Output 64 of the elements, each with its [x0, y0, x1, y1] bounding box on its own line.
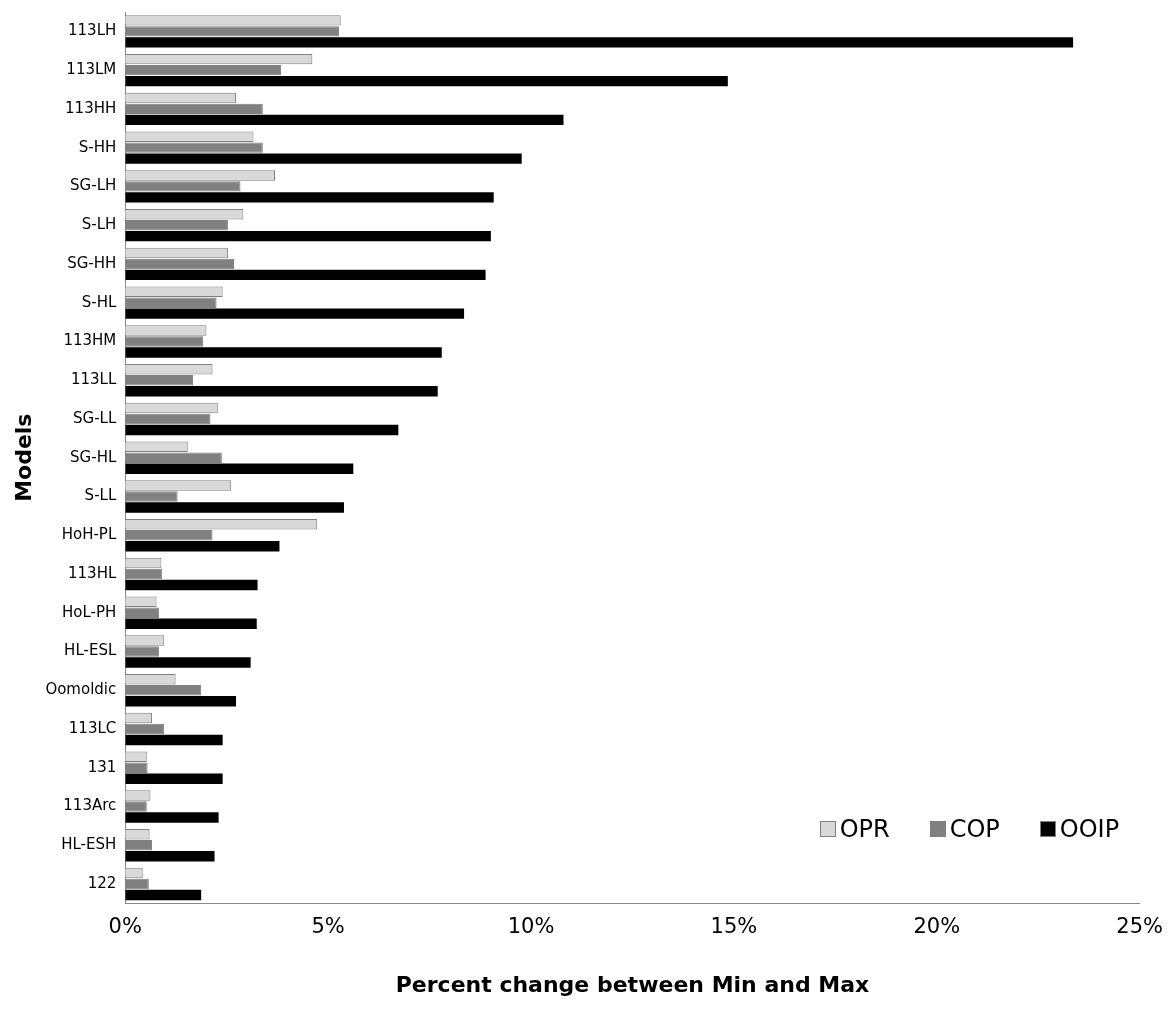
bar	[125, 37, 1074, 48]
bar	[125, 336, 204, 347]
y-tick-label: SG-LL	[73, 408, 117, 427]
bar	[125, 463, 354, 474]
y-tick-label: 113HH	[65, 98, 117, 117]
y-tick-label: S-LH	[81, 215, 117, 234]
x-tick-label: 0%	[108, 914, 142, 939]
y-tick-label: 122	[87, 873, 117, 892]
bar	[125, 889, 202, 901]
y-tick-label: HoL-PH	[61, 602, 117, 621]
bar	[125, 192, 494, 203]
y-tick-label: S-HH	[78, 137, 117, 156]
y-tick-label: SG-LH	[70, 176, 117, 195]
bar	[125, 269, 486, 281]
y-tick-label: HoH-PL	[61, 525, 117, 544]
bar	[125, 502, 344, 513]
bar	[125, 840, 153, 851]
y-tick-label: S-LL	[84, 486, 117, 505]
bar	[125, 579, 258, 591]
y-tick-label: 113HM	[63, 331, 117, 350]
y-tick-label: 131	[87, 757, 117, 776]
bar	[125, 646, 159, 657]
legend-label: COP	[949, 815, 1000, 844]
bar	[125, 424, 399, 436]
bar	[125, 851, 215, 862]
y-tick-label: 113LC	[68, 718, 117, 737]
y-tick-label: Oomoldic	[45, 680, 117, 699]
bar	[125, 114, 564, 126]
bar	[125, 153, 522, 164]
bar	[125, 385, 438, 397]
bar	[125, 26, 340, 37]
y-tick-label: S-HL	[81, 292, 117, 311]
y-tick-label: HL-ESH	[61, 835, 117, 854]
x-tick-label: 5%	[311, 914, 345, 939]
y-tick-label: SG-HL	[70, 447, 117, 466]
bar	[125, 308, 465, 319]
bar	[125, 491, 178, 502]
bar	[125, 230, 491, 242]
y-tick-label: 113HL	[68, 563, 117, 582]
bar	[125, 75, 728, 87]
bar	[125, 812, 219, 823]
y-tick-label: 113LM	[66, 60, 117, 79]
y-tick-label: SG-HH	[67, 253, 117, 272]
bar	[125, 540, 280, 552]
x-tick-label: 20%	[913, 914, 961, 939]
legend-label: OPR	[839, 815, 890, 844]
x-tick-label: 10%	[507, 914, 555, 939]
x-tick-label: 15%	[710, 914, 758, 939]
x-axis-title: Percent change between Min and Max	[395, 971, 870, 997]
x-tick-label: 25%	[1116, 914, 1164, 939]
bar	[125, 618, 257, 629]
bar	[125, 773, 223, 784]
bar	[125, 347, 442, 358]
y-tick-label: 113LH	[68, 21, 117, 40]
bar	[125, 696, 237, 707]
y-axis-title: Models	[10, 413, 36, 502]
bar	[125, 734, 223, 746]
bar	[125, 181, 241, 192]
y-tick-label: 113LL	[70, 370, 117, 389]
bar	[125, 801, 147, 812]
legend-label: OOIP	[1059, 815, 1120, 844]
bar	[125, 657, 251, 668]
y-tick-label: HL-ESL	[64, 641, 117, 660]
y-tick-label: 113Arc	[63, 796, 117, 815]
